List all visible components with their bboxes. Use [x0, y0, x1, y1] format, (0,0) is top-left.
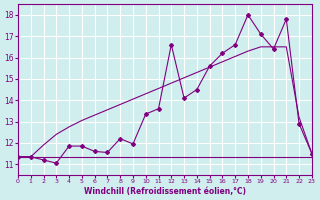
- X-axis label: Windchill (Refroidissement éolien,°C): Windchill (Refroidissement éolien,°C): [84, 187, 246, 196]
